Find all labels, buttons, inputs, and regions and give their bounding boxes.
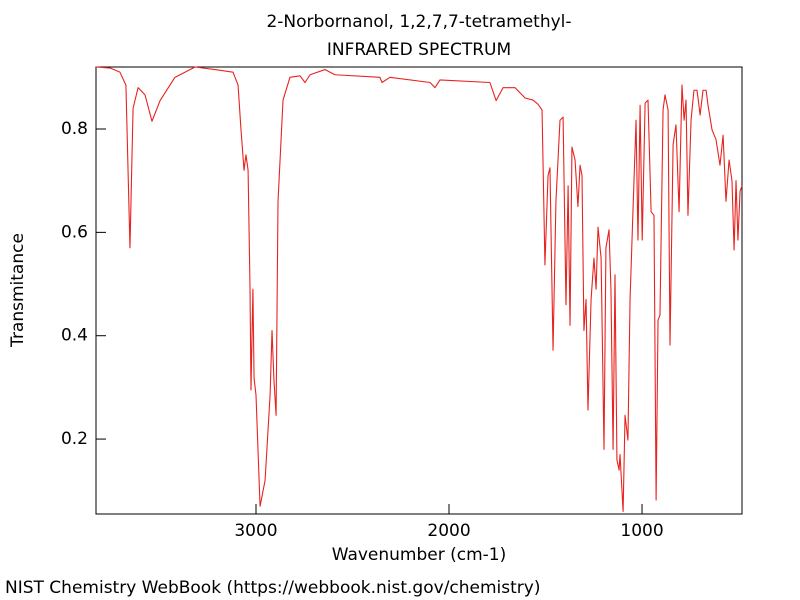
- chart-title: 2-Norbornanol, 1,2,7,7-tetramethyl-: [266, 12, 571, 32]
- y-tick-label: 0.2: [61, 429, 88, 449]
- x-axis-label: Wavenumber (cm-1): [332, 545, 507, 565]
- y-tick-label: 0.6: [61, 222, 88, 242]
- y-axis-label: Transmitance: [8, 233, 28, 348]
- y-tick-label: 0.4: [61, 326, 88, 346]
- y-tick-label: 0.8: [61, 119, 88, 139]
- x-tick-label: 2000: [427, 521, 470, 541]
- chart-subtitle: INFRARED SPECTRUM: [327, 40, 511, 60]
- x-tick-label: 3000: [234, 521, 277, 541]
- spectrum-line: [95, 66, 743, 512]
- source-note: NIST Chemistry WebBook (https://webbook.…: [5, 578, 540, 598]
- x-tick-label: 1000: [620, 521, 663, 541]
- plot-frame: [95, 66, 743, 515]
